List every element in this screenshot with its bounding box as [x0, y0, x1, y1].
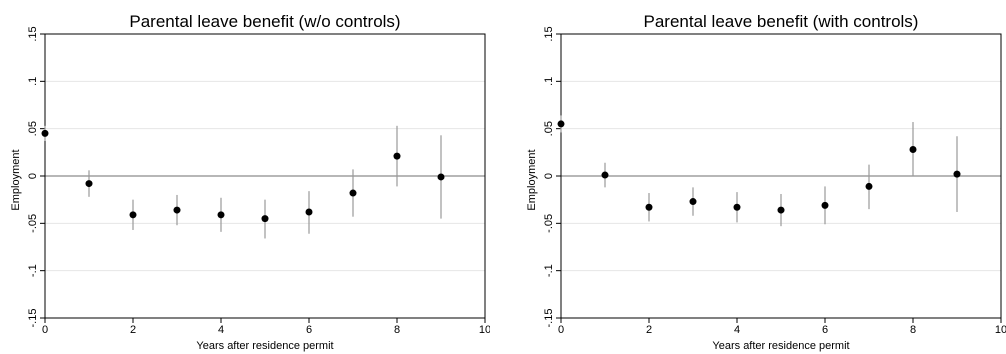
- x-tick-label: 2: [130, 324, 136, 336]
- y-tick-label: -.05: [27, 214, 39, 233]
- point-estimate: [217, 211, 225, 219]
- point-estimate: [129, 211, 137, 219]
- x-tick-label: 6: [306, 324, 312, 336]
- point-estimate: [733, 203, 741, 211]
- point-estimate: [305, 208, 313, 216]
- x-tick-label: 2: [646, 324, 652, 336]
- point-estimate: [777, 206, 785, 214]
- point-estimate: [261, 215, 269, 223]
- point-estimate: [953, 170, 961, 178]
- point-estimate: [601, 171, 609, 179]
- point-estimate: [437, 173, 445, 181]
- x-axis-label: Years after residence permit: [712, 340, 850, 352]
- point-estimate: [865, 182, 873, 190]
- y-axis-label: Employment: [526, 149, 538, 211]
- y-tick-label: -.15: [543, 309, 555, 328]
- y-axis-label: Employment: [10, 149, 22, 211]
- point-estimate: [689, 198, 697, 206]
- chart-plot-area: -.15 -.1 -.05 0 .05 .1 .15 0 2 4 6 8 10: [27, 26, 490, 336]
- x-tick-label: 0: [42, 324, 48, 336]
- point-estimate: [393, 152, 401, 160]
- y-tick-label: .05: [543, 121, 555, 136]
- x-tick-label: 6: [822, 324, 828, 336]
- x-tick-label: 10: [995, 324, 1006, 336]
- x-axis-label: Years after residence permit: [196, 340, 334, 352]
- point-estimate: [173, 206, 181, 214]
- x-tick-label: 0: [558, 324, 564, 336]
- chart-panel-with-controls: -.15 -.1 -.05 0 .05 .1 .15 0 2 4 6 8 10 Parental lea…: [516, 0, 1006, 354]
- y-tick-label: 0: [27, 173, 39, 179]
- chart-title: Parental leave benefit (with controls): [643, 12, 919, 31]
- y-tick-label: -.1: [543, 264, 555, 277]
- point-estimate: [909, 145, 917, 153]
- point-estimate: [349, 189, 357, 197]
- y-tick-label: .15: [543, 26, 555, 41]
- point-estimate: [85, 180, 93, 188]
- y-tick-label: .1: [543, 77, 555, 86]
- point-estimate: [557, 120, 565, 128]
- x-tick-label: 8: [910, 324, 916, 336]
- point-estimate: [41, 129, 49, 137]
- x-tick-label: 4: [218, 324, 224, 336]
- x-tick-label: 8: [394, 324, 400, 336]
- chart-title: Parental leave benefit (w/o controls): [129, 12, 401, 31]
- x-tick-label: 10: [479, 324, 490, 336]
- y-tick-label: -.15: [27, 309, 39, 328]
- y-tick-label: 0: [543, 173, 555, 179]
- y-tick-label: .15: [27, 26, 39, 41]
- chart-plot-area: -.15 -.1 -.05 0 .05 .1 .15 0 2 4 6 8 10: [543, 26, 1006, 336]
- point-estimate: [645, 203, 653, 211]
- point-estimate: [821, 201, 829, 209]
- y-tick-label: .05: [27, 121, 39, 136]
- y-tick-label: .1: [27, 77, 39, 86]
- x-tick-label: 4: [734, 324, 740, 336]
- y-tick-label: -.1: [27, 264, 39, 277]
- y-tick-label: -.05: [543, 214, 555, 233]
- chart-panel-without-controls: -.15 -.1 -.05 0 .05 .1 .15 0 2 4 6 8 10 Parental lea…: [0, 0, 490, 354]
